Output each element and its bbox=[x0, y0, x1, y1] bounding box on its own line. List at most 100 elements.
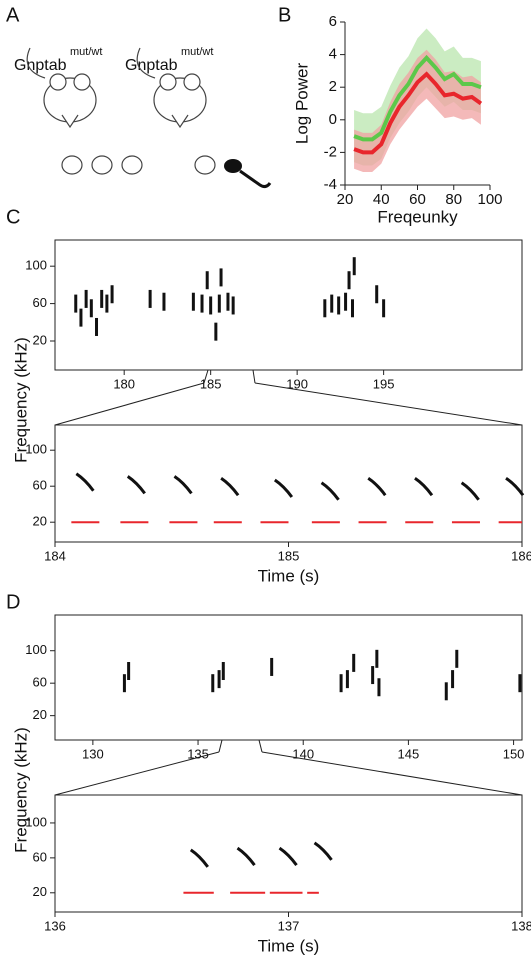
call bbox=[162, 292, 166, 311]
x-tick-label: 184 bbox=[44, 548, 66, 563]
zoom-connector bbox=[54, 369, 523, 796]
call bbox=[226, 292, 230, 311]
x-tick-label: 185 bbox=[200, 376, 222, 391]
error-band bbox=[354, 49, 481, 172]
x-tick-label: 186 bbox=[511, 548, 531, 563]
x-tick-label: 40 bbox=[373, 191, 390, 208]
y-tick-label: 100 bbox=[25, 258, 47, 273]
call bbox=[95, 317, 99, 336]
call bbox=[444, 682, 448, 701]
call bbox=[371, 666, 375, 685]
call bbox=[273, 478, 294, 498]
call bbox=[367, 476, 387, 497]
x-tick-label: 150 bbox=[503, 746, 525, 761]
x-tick-label: 190 bbox=[286, 376, 308, 391]
call bbox=[313, 841, 333, 861]
call bbox=[100, 289, 104, 308]
panel-label: B bbox=[278, 4, 291, 26]
x-tick-label: 137 bbox=[278, 918, 300, 933]
call bbox=[127, 662, 131, 681]
call bbox=[75, 472, 95, 492]
y-tick-label: 60 bbox=[33, 295, 47, 310]
call bbox=[451, 670, 455, 689]
call bbox=[122, 674, 126, 693]
y-tick-label: 6 bbox=[329, 13, 337, 30]
x-tick-label: 135 bbox=[187, 746, 209, 761]
call bbox=[84, 289, 88, 308]
series-line bbox=[353, 71, 483, 155]
y-tick-label: 100 bbox=[25, 814, 47, 829]
y-tick-label: 20 bbox=[33, 884, 47, 899]
genotype-label: Gnptab bbox=[14, 57, 67, 74]
call bbox=[79, 308, 83, 327]
call bbox=[200, 294, 204, 313]
call bbox=[214, 322, 218, 341]
x-tick-label: 136 bbox=[44, 918, 66, 933]
call bbox=[110, 285, 114, 304]
y-tick-label: 20 bbox=[33, 332, 47, 347]
y-tick-label: 100 bbox=[25, 442, 47, 457]
call bbox=[345, 670, 349, 689]
y-tick-label: 100 bbox=[25, 642, 47, 657]
y-tick-label: 20 bbox=[33, 514, 47, 529]
call bbox=[173, 475, 193, 495]
call bbox=[74, 294, 78, 313]
call bbox=[382, 299, 386, 318]
call bbox=[352, 257, 356, 276]
y-tick-label: 60 bbox=[33, 675, 47, 690]
call bbox=[217, 294, 221, 313]
plot-frame bbox=[54, 614, 523, 741]
call bbox=[220, 476, 240, 497]
x-tick-label: 100 bbox=[477, 191, 502, 208]
x-tick-label: 138 bbox=[511, 918, 531, 933]
y-tick-label: 60 bbox=[33, 849, 47, 864]
call bbox=[189, 848, 209, 868]
x-tick-label: 185 bbox=[278, 548, 300, 563]
call bbox=[337, 296, 341, 315]
call bbox=[191, 292, 195, 311]
call bbox=[414, 476, 434, 497]
x-tick-label: 145 bbox=[398, 746, 420, 761]
x-axis-label: Time (s) bbox=[258, 936, 320, 955]
call bbox=[347, 271, 351, 290]
call bbox=[344, 292, 348, 311]
call bbox=[323, 299, 327, 318]
call bbox=[209, 296, 213, 315]
call bbox=[330, 294, 334, 313]
call bbox=[505, 476, 525, 497]
y-tick-label: 4 bbox=[329, 46, 337, 63]
call bbox=[148, 289, 152, 308]
x-tick-label: 20 bbox=[337, 191, 354, 208]
plot-frame bbox=[54, 424, 523, 543]
call bbox=[221, 662, 225, 681]
mouse-illustrations bbox=[26, 47, 216, 175]
call bbox=[89, 299, 93, 318]
y-tick-label: 60 bbox=[33, 478, 47, 493]
x-tick-label: 130 bbox=[82, 746, 104, 761]
x-tick-label: 140 bbox=[292, 746, 314, 761]
y-tick-label: 0 bbox=[329, 111, 337, 128]
call bbox=[460, 481, 480, 501]
series-line bbox=[353, 54, 482, 142]
call bbox=[375, 649, 379, 668]
call bbox=[518, 674, 522, 693]
call bbox=[278, 846, 298, 867]
call bbox=[352, 653, 356, 672]
call bbox=[205, 271, 209, 290]
plot-frame bbox=[54, 794, 523, 913]
panel-label: A bbox=[6, 4, 20, 26]
call bbox=[219, 268, 223, 287]
plot-frame bbox=[54, 239, 523, 371]
microphone bbox=[224, 159, 272, 189]
y-axis-label: Frequency (kHz) bbox=[11, 337, 30, 463]
y-axis-label: Frequency (kHz) bbox=[11, 727, 30, 853]
call bbox=[350, 299, 354, 318]
y-tick-label: 20 bbox=[33, 707, 47, 722]
y-tick-label: 2 bbox=[329, 78, 337, 95]
call bbox=[320, 481, 340, 501]
call bbox=[377, 678, 381, 697]
genotype-superscript: mut/wt bbox=[181, 46, 213, 58]
x-tick-label: 195 bbox=[373, 376, 395, 391]
x-tick-label: 180 bbox=[113, 376, 135, 391]
